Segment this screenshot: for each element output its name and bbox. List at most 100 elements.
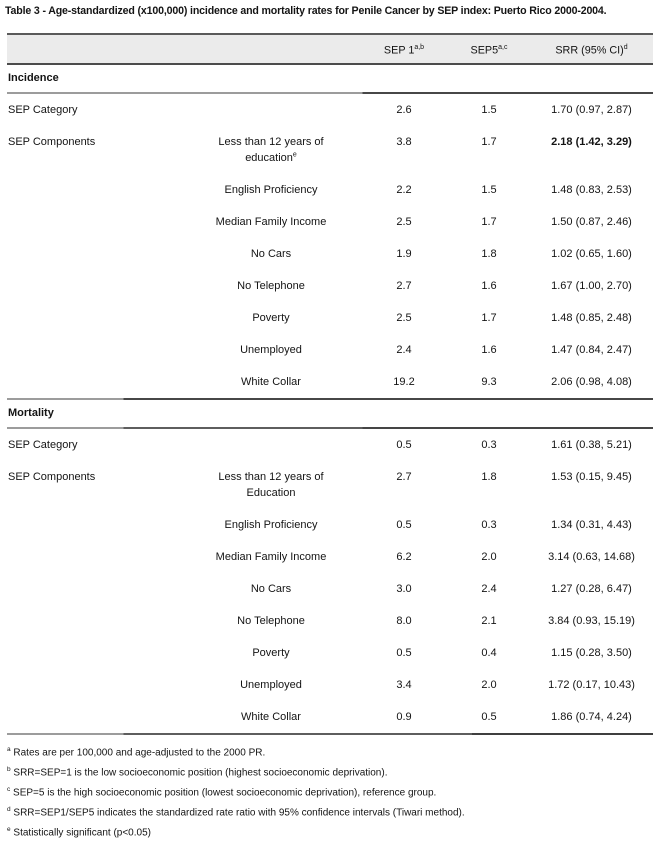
cell-component-label bbox=[182, 94, 360, 126]
component-text: No Cars bbox=[250, 583, 292, 595]
table-row: Poverty 2.5 1.7 1.48 (0.85, 2.48) bbox=[7, 302, 653, 334]
table-row: White Collar 0.9 0.5 1.86 (0.74, 4.24) bbox=[7, 701, 653, 733]
cell-srr-value: 1.15 (0.28, 3.50) bbox=[551, 647, 632, 659]
table-top-rule bbox=[7, 33, 653, 35]
cell-sep1-value: 0.9 bbox=[396, 711, 412, 723]
component-text: No Cars bbox=[250, 248, 292, 260]
component-text: English Proficiency bbox=[224, 519, 318, 531]
cell-sep5-value: 1.7 bbox=[481, 136, 497, 148]
cell-sep5-value: 0.3 bbox=[481, 519, 497, 531]
cell-group-label: SEP Components bbox=[8, 136, 96, 148]
cell-srr-value: 1.86 (0.74, 4.24) bbox=[551, 711, 632, 723]
cell-group-label bbox=[7, 637, 182, 653]
cell-group-label bbox=[7, 605, 182, 621]
table-row: White Collar 19.2 9.3 2.06 (0.98, 4.08) bbox=[7, 366, 653, 398]
cell-srr-value: 1.48 (0.85, 2.48) bbox=[551, 312, 632, 324]
cell-sep5-value: 1.5 bbox=[481, 184, 497, 196]
cell-sep5-value: 1.7 bbox=[481, 216, 497, 228]
table-row: SEP Components Less than 12 years of educ… bbox=[7, 126, 653, 174]
cell-srr-value: 1.70 (0.97, 2.87) bbox=[551, 104, 632, 116]
footnote: c SEP=5 is the high socioeconomic positi… bbox=[7, 785, 437, 799]
component-text: Median Family Income bbox=[215, 216, 327, 228]
cell-sep5-value: 2.0 bbox=[481, 679, 497, 691]
table-title: Table 3 - Age-standardized (x100,000) in… bbox=[5, 5, 607, 17]
cell-srr-value: 3.14 (0.63, 14.68) bbox=[548, 551, 635, 563]
component-text: Less than 12 years of Education bbox=[218, 471, 324, 499]
cell-component-label: Poverty bbox=[182, 302, 360, 334]
cell-group-label: SEP Category bbox=[8, 439, 78, 451]
section-bottom-rule bbox=[7, 427, 653, 429]
cell-group-label bbox=[7, 334, 182, 350]
cell-component-label: Poverty bbox=[182, 637, 360, 669]
cell-component-label: Less than 12 years of Education bbox=[182, 461, 360, 509]
cell-group-label bbox=[7, 669, 182, 685]
cell-sep5-value: 1.6 bbox=[481, 344, 497, 356]
cell-sep5-value: 9.3 bbox=[481, 376, 497, 388]
cell-sep1-value: 0.5 bbox=[396, 519, 412, 531]
table-row: Poverty 0.5 0.4 1.15 (0.28, 3.50) bbox=[7, 637, 653, 669]
section-top-rule bbox=[7, 398, 653, 400]
footnote: d SRR=SEP1/SEP5 indicates the standardiz… bbox=[7, 805, 465, 819]
table-row: SEP Category 0.5 0.3 1.61 (0.38, 5.21) bbox=[7, 429, 653, 461]
table-row: No Cars 1.9 1.8 1.02 (0.65, 1.60) bbox=[7, 238, 653, 270]
cell-group-label bbox=[7, 366, 182, 382]
cell-sep5-value: 0.5 bbox=[481, 711, 497, 723]
component-text: Unemployed bbox=[240, 679, 302, 691]
footnote: e Statistically significant (p<0.05) bbox=[7, 825, 151, 839]
cell-component-label: English Proficiency bbox=[182, 509, 360, 541]
cell-srr-value: 1.02 (0.65, 1.60) bbox=[551, 248, 632, 260]
cell-sep1-value: 0.5 bbox=[396, 439, 412, 451]
component-text: English Proficiency bbox=[224, 184, 318, 196]
cell-sep5-value: 2.1 bbox=[481, 615, 497, 627]
cell-sep1-value: 2.2 bbox=[396, 184, 412, 196]
footnote: a Rates are per 100,000 and age-adjusted… bbox=[7, 746, 266, 759]
cell-component-label: Unemployed bbox=[182, 334, 360, 366]
table-section: Mortality SEP Category 0.5 0.3 1.61 (0.38, 5… bbox=[7, 398, 653, 733]
cell-group-label bbox=[7, 541, 182, 557]
table-row: SEP Components Less than 12 years of Educ… bbox=[7, 461, 653, 509]
component-text: Poverty bbox=[252, 312, 290, 324]
cell-component-label: No Telephone bbox=[182, 605, 360, 637]
table-row: Median Family Income 2.5 1.7 1.50 (0.87, 2.… bbox=[7, 206, 653, 238]
cell-srr-value: 1.27 (0.28, 6.47) bbox=[551, 583, 632, 595]
cell-component-label: Median Family Income bbox=[182, 541, 360, 573]
table: SEP 1a,b SEP5a,c SRR (95% CI)d Incidence… bbox=[7, 33, 653, 735]
table-row: No Telephone 8.0 2.1 3.84 (0.93, 15.19) bbox=[7, 605, 653, 637]
cell-srr-value: 1.61 (0.38, 5.21) bbox=[551, 439, 632, 451]
table-header-row: SEP 1a,b SEP5a,c SRR (95% CI)d bbox=[7, 35, 653, 63]
cell-sep1-value: 2.7 bbox=[396, 280, 412, 292]
cell-sep1-value: 8.0 bbox=[396, 615, 412, 627]
cell-srr-value: 1.47 (0.84, 2.47) bbox=[551, 344, 632, 356]
cell-srr-value: 2.06 (0.98, 4.08) bbox=[551, 376, 632, 388]
cell-sep5-value: 1.8 bbox=[481, 248, 497, 260]
table-row: No Cars 3.0 2.4 1.27 (0.28, 6.47) bbox=[7, 573, 653, 605]
cell-srr-value: 1.34 (0.31, 4.43) bbox=[551, 519, 632, 531]
cell-group-label: SEP Components bbox=[8, 471, 96, 483]
component-text: White Collar bbox=[241, 376, 301, 388]
cell-group-label bbox=[7, 302, 182, 318]
cell-component-label: White Collar bbox=[182, 701, 360, 733]
cell-group-label bbox=[7, 573, 182, 589]
cell-sep1-value: 19.2 bbox=[393, 376, 415, 388]
cell-group-label bbox=[7, 701, 182, 717]
component-text: Less than 12 years of educatione bbox=[218, 136, 324, 164]
cell-sep1-value: 2.5 bbox=[396, 216, 412, 228]
cell-group-label bbox=[7, 238, 182, 254]
component-text: White Collar bbox=[241, 711, 301, 723]
section-header: Incidence bbox=[8, 72, 59, 84]
cell-sep1-value: 3.4 bbox=[396, 679, 412, 691]
header-bottom-rule bbox=[7, 63, 653, 65]
cell-sep5-value: 1.8 bbox=[481, 471, 497, 483]
cell-sep5-value: 2.0 bbox=[481, 551, 497, 563]
table-section: Incidence SEP Category 2.6 1.5 1.70 (0.97, 2… bbox=[7, 65, 653, 398]
cell-sep1-value: 1.9 bbox=[396, 248, 412, 260]
cell-srr-value: 1.72 (0.17, 10.43) bbox=[548, 679, 635, 691]
cell-sep5-value: 0.3 bbox=[481, 439, 497, 451]
cell-component-label: Less than 12 years of educatione bbox=[182, 126, 360, 174]
cell-sep1-value: 3.0 bbox=[396, 583, 412, 595]
cell-component-label: Unemployed bbox=[182, 669, 360, 701]
footnotes: a Rates are per 100,000 and age-adjusted… bbox=[7, 742, 656, 842]
column-header-sep1: SEP 1a,b bbox=[383, 43, 425, 57]
cell-group-label bbox=[7, 270, 182, 286]
table-row: English Proficiency 2.2 1.5 1.48 (0.83, 2.5… bbox=[7, 174, 653, 206]
